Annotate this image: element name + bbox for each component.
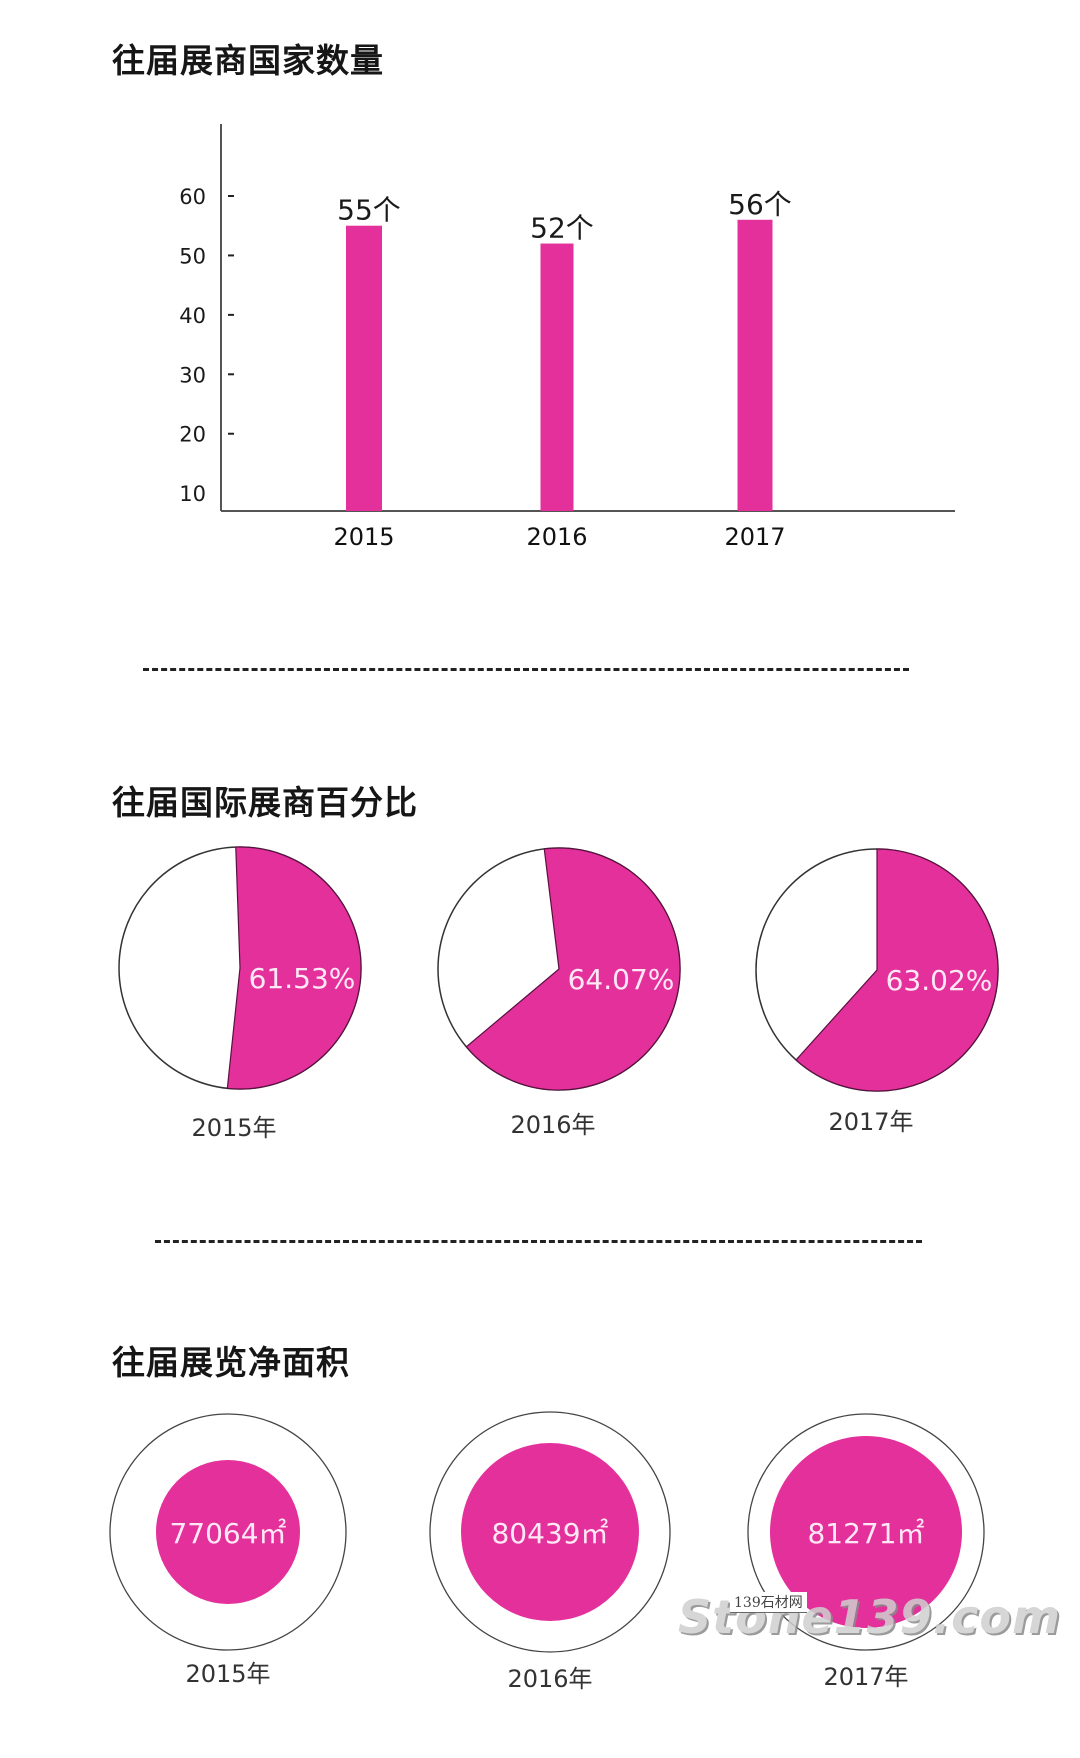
- x-tick-label: 2017: [724, 523, 785, 551]
- bar-value-label: 55个: [337, 194, 401, 227]
- divider-2: [155, 1240, 922, 1243]
- pie-year-label: 2017年: [828, 1108, 913, 1136]
- y-tick-label: 20: [179, 423, 206, 447]
- area-inner-circle: [770, 1436, 962, 1628]
- bar: [737, 219, 773, 511]
- area-value-label: 77064㎡: [169, 1517, 286, 1550]
- area-year-label: 2015年: [185, 1660, 270, 1688]
- x-tick-label: 2016: [526, 523, 587, 551]
- watermark-tag: 139石材网: [730, 1592, 807, 1613]
- pie-pct-label: 61.53%: [249, 962, 356, 995]
- pie-slice: [226, 846, 362, 1090]
- area-inner-circle: [461, 1443, 639, 1621]
- area-value-label: 80439㎡: [491, 1517, 608, 1550]
- y-tick-label: 60: [179, 185, 206, 209]
- bar-value-label: 52个: [530, 212, 594, 245]
- intl-pct-pie-charts: 61.53% 2015年 64.07% 2016年 63.02% 2017年: [118, 846, 999, 1142]
- pie-pct-label: 63.02%: [886, 964, 993, 997]
- pie-year-label: 2016年: [510, 1111, 595, 1139]
- pie-year-label: 2015年: [191, 1114, 276, 1142]
- pie-slice: [465, 847, 681, 1091]
- area-value-label: 81271㎡: [807, 1517, 924, 1550]
- pie-slice: [795, 848, 999, 1092]
- title-countries: 往届展商国家数量: [112, 41, 384, 80]
- area-inner-circle: [156, 1460, 300, 1604]
- y-tick-label: 50: [179, 244, 206, 268]
- area-year-label: 2017年: [823, 1663, 908, 1691]
- y-tick-label: 40: [179, 304, 206, 328]
- watermark-logo: Stone139.com: [678, 1590, 1061, 1644]
- title-area: 往届展览净面积: [112, 1343, 350, 1382]
- bar-value-label: 56个: [728, 188, 792, 221]
- y-tick-label: 30: [179, 363, 206, 387]
- y-tick-label: 10: [179, 482, 206, 506]
- x-tick-label: 2015: [333, 523, 394, 551]
- area-year-label: 2016年: [507, 1665, 592, 1693]
- title-intl-pct: 往届国际展商百分比: [112, 783, 418, 822]
- divider-1: [143, 668, 909, 671]
- bar: [346, 225, 382, 511]
- pie-pct-label: 64.07%: [568, 963, 675, 996]
- bar: [540, 243, 574, 511]
- countries-bar-chart: 10 20 30 40 50 60 55个 2015 52个 2016 56个 2017: [179, 124, 955, 551]
